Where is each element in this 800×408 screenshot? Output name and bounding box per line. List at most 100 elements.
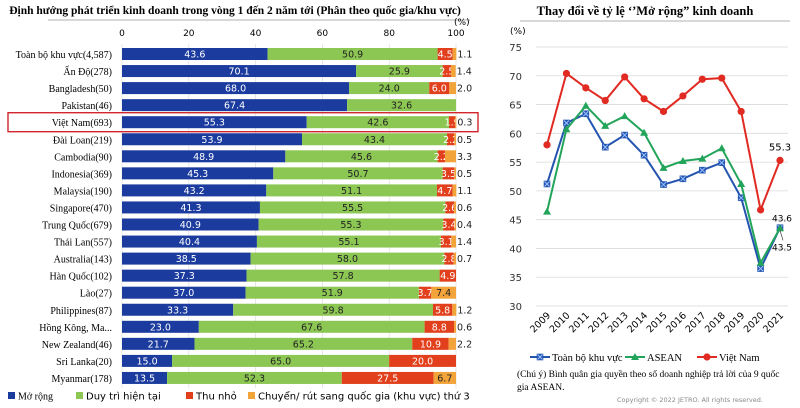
data-point	[737, 107, 745, 116]
bar-segment	[122, 252, 251, 265]
y-tick-label: 30	[509, 302, 522, 313]
bar-segment	[198, 320, 425, 333]
bar-segment	[449, 82, 456, 95]
data-point	[582, 84, 590, 92]
data-label: 2.0	[457, 84, 472, 95]
line-chart-title: Thay đổi về tỷ lệ ‘’Mở rộng” kinh doanh	[537, 4, 754, 18]
data-label: 55.3	[204, 118, 225, 129]
data-label: 40.9	[180, 220, 201, 231]
x-tick-label: 2010	[548, 310, 573, 335]
bar-segment	[258, 218, 444, 231]
x-tick-label: 2021	[761, 310, 786, 335]
data-label: 52.3	[244, 373, 265, 384]
data-label: 0.3	[457, 118, 472, 129]
data-point	[631, 353, 639, 360]
bar-segment	[453, 252, 456, 265]
data-label: 2.2	[457, 339, 472, 350]
x-tick-label: 80	[383, 29, 395, 39]
category-label: Malaysia(190)	[54, 186, 112, 197]
category-label: Toàn bộ khu vực(4,587)	[16, 50, 112, 61]
data-point	[640, 128, 649, 136]
x-tick-label: 60	[317, 29, 329, 39]
bar-segment	[444, 252, 454, 265]
bar-segment	[454, 167, 456, 180]
data-label: 23.0	[150, 322, 171, 333]
data-label: 40.4	[179, 237, 200, 248]
data-point	[659, 107, 668, 116]
category-label: Đài Loan(219)	[53, 135, 112, 146]
bar-segment	[122, 371, 168, 384]
bar-segment	[167, 371, 342, 384]
bar-segment	[389, 354, 456, 367]
data-point	[679, 92, 687, 100]
x-tick-label: 2012	[586, 310, 611, 335]
bar-unit-label: (%)	[454, 18, 470, 28]
y-tick-label: 50	[509, 187, 522, 198]
data-point	[659, 163, 668, 171]
data-label: 43.2	[184, 186, 205, 197]
data-label: 41.3	[180, 203, 201, 214]
x-tick-label: 2017	[684, 310, 709, 335]
x-tick-label: 2018	[703, 310, 728, 335]
bar-segment	[256, 235, 441, 248]
bar-segment	[452, 184, 457, 197]
data-point	[698, 154, 707, 162]
bar-segment	[233, 303, 433, 316]
category-label: Trung Quốc(679)	[42, 221, 112, 232]
bar-segment	[453, 201, 456, 214]
x-tick-label: 2020	[742, 310, 767, 335]
data-label: 0.4	[457, 220, 472, 231]
bar-segment	[122, 354, 173, 367]
bar-segment	[122, 184, 267, 197]
data-point	[776, 224, 784, 232]
line-unit-label: (%)	[510, 27, 526, 37]
data-label: 7.4	[436, 288, 451, 299]
data-point-cross	[757, 265, 764, 272]
category-label: Việt Nam(693)	[52, 118, 112, 129]
data-label: 2.6	[442, 203, 457, 214]
bar-segment	[448, 337, 456, 350]
bar-segment	[356, 65, 443, 78]
bar-segment	[451, 235, 456, 248]
bar-segment	[453, 320, 456, 333]
bar-segment	[429, 82, 450, 95]
y-tick-label: 65	[509, 101, 522, 112]
bar-segment	[266, 184, 437, 197]
data-label: 37.3	[174, 271, 195, 282]
y-tick-label: 55	[509, 158, 522, 169]
data-label: 3.4	[441, 220, 456, 231]
bar-segment	[306, 116, 449, 129]
bar-segment	[122, 48, 268, 60]
data-point	[737, 179, 746, 187]
data-label: 32.6	[391, 101, 412, 112]
bar-segment	[446, 133, 455, 146]
data-label: 0.6	[457, 322, 472, 333]
category-label: Bangladesh(50)	[49, 84, 112, 95]
bar-segment	[455, 116, 457, 129]
data-label: 4.7	[437, 186, 452, 197]
data-label: 1.1	[457, 186, 472, 197]
bar-segment	[412, 337, 449, 350]
data-label: 13.5	[134, 373, 155, 384]
data-label: 48.9	[193, 152, 214, 163]
data-point-cross	[602, 144, 609, 151]
bar-segment	[122, 320, 199, 333]
data-point	[562, 69, 571, 78]
x-tick-label: 20	[183, 29, 195, 39]
bar-segment	[122, 235, 257, 248]
bar-segment	[454, 133, 456, 146]
bar-segment	[245, 286, 419, 299]
legend-label: Việt Nam	[719, 353, 759, 364]
data-point-cross	[738, 194, 745, 201]
data-label: 6.0	[432, 84, 447, 95]
data-point	[640, 95, 648, 103]
data-point	[621, 73, 629, 81]
bar-segment	[285, 150, 438, 163]
data-point	[620, 112, 629, 120]
data-point	[543, 207, 551, 215]
data-label: 50.9	[342, 50, 363, 61]
data-label: 24.0	[379, 84, 400, 95]
bar-segment	[349, 82, 430, 95]
data-label: 2.2	[434, 152, 449, 163]
